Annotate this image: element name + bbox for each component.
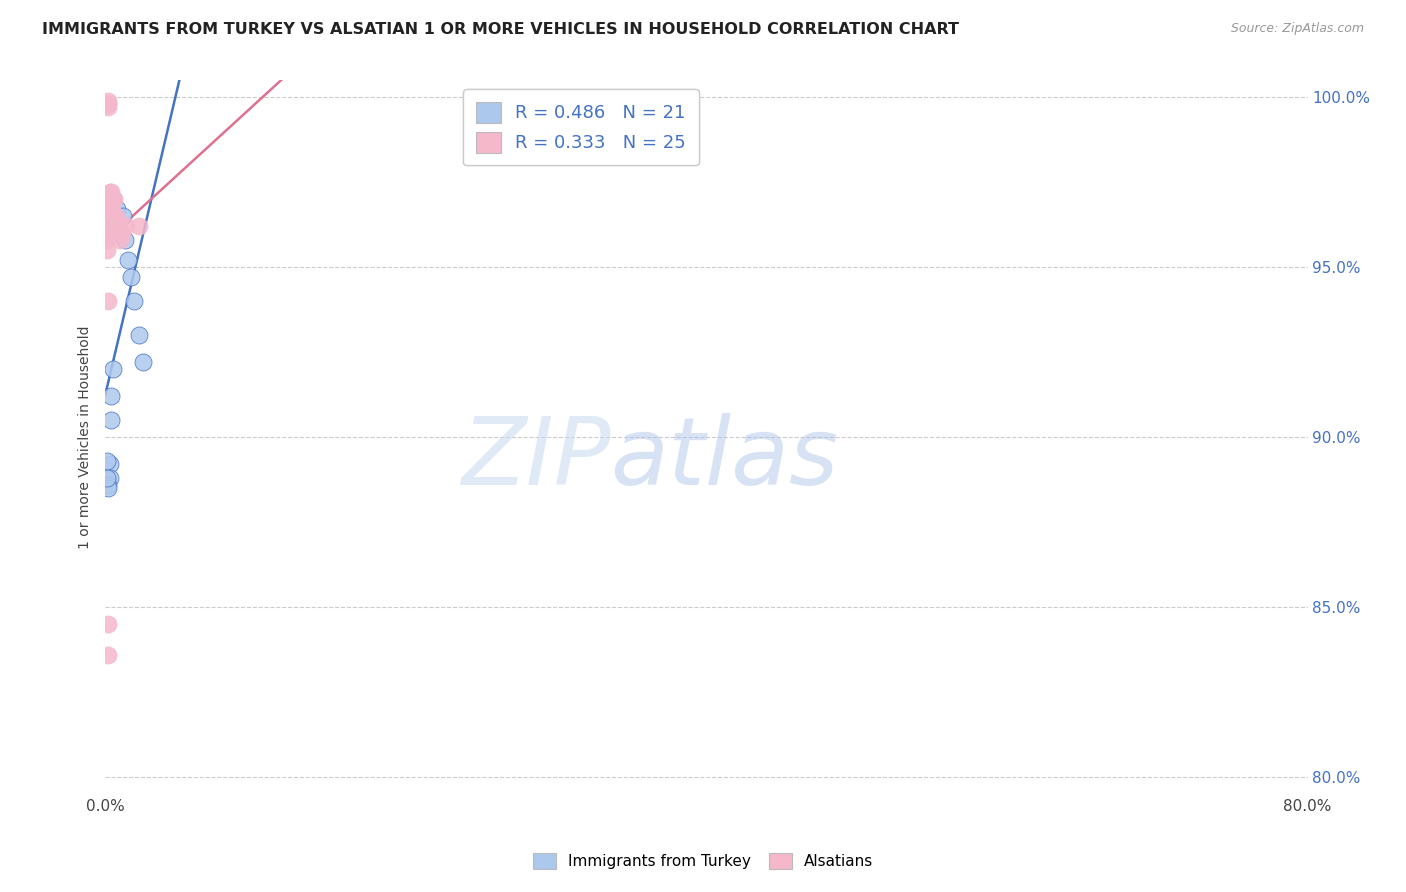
- Point: [98, 192, 121, 206]
- Point: [98, 186, 121, 200]
- Point: [101, 192, 124, 206]
- Point: [114, 233, 136, 247]
- Point: [97, 97, 120, 112]
- Point: [98, 216, 121, 230]
- Point: [128, 328, 150, 343]
- Y-axis label: 1 or more Vehicles in Household: 1 or more Vehicles in Household: [79, 326, 93, 549]
- Point: [97, 481, 120, 495]
- Point: [100, 389, 122, 403]
- Point: [97, 477, 120, 491]
- Point: [111, 226, 134, 240]
- Point: [97, 294, 120, 309]
- Point: [112, 209, 135, 223]
- Point: [96, 199, 118, 213]
- Point: [101, 192, 124, 206]
- Point: [96, 192, 118, 206]
- Point: [101, 206, 124, 220]
- Point: [100, 186, 122, 200]
- Point: [128, 219, 150, 234]
- Point: [97, 617, 120, 632]
- Point: [104, 216, 127, 230]
- Point: [97, 100, 120, 114]
- Point: [122, 294, 145, 309]
- Legend: Immigrants from Turkey, Alsatians: Immigrants from Turkey, Alsatians: [526, 847, 880, 875]
- Point: [96, 454, 118, 468]
- Point: [98, 226, 121, 240]
- Point: [96, 206, 118, 220]
- Point: [96, 243, 118, 257]
- Point: [108, 216, 131, 230]
- Point: [96, 471, 118, 485]
- Point: [110, 233, 132, 247]
- Text: ZIP: ZIP: [461, 413, 610, 504]
- Text: Source: ZipAtlas.com: Source: ZipAtlas.com: [1230, 22, 1364, 36]
- Point: [98, 457, 121, 471]
- Point: [115, 219, 138, 234]
- Point: [120, 270, 142, 285]
- Point: [104, 209, 127, 223]
- Point: [101, 362, 124, 376]
- Text: IMMIGRANTS FROM TURKEY VS ALSATIAN 1 OR MORE VEHICLES IN HOUSEHOLD CORRELATION C: IMMIGRANTS FROM TURKEY VS ALSATIAN 1 OR …: [42, 22, 959, 37]
- Point: [96, 233, 118, 247]
- Point: [97, 94, 120, 108]
- Text: atlas: atlas: [610, 413, 838, 504]
- Point: [107, 202, 129, 217]
- Point: [100, 413, 122, 427]
- Point: [132, 355, 155, 369]
- Point: [100, 199, 122, 213]
- Legend: R = 0.486   N = 21, R = 0.333   N = 25: R = 0.486 N = 21, R = 0.333 N = 25: [463, 89, 699, 165]
- Point: [97, 97, 120, 112]
- Point: [117, 253, 139, 268]
- Point: [96, 219, 118, 234]
- Point: [103, 192, 125, 206]
- Point: [98, 471, 121, 485]
- Point: [110, 226, 132, 240]
- Point: [97, 648, 120, 662]
